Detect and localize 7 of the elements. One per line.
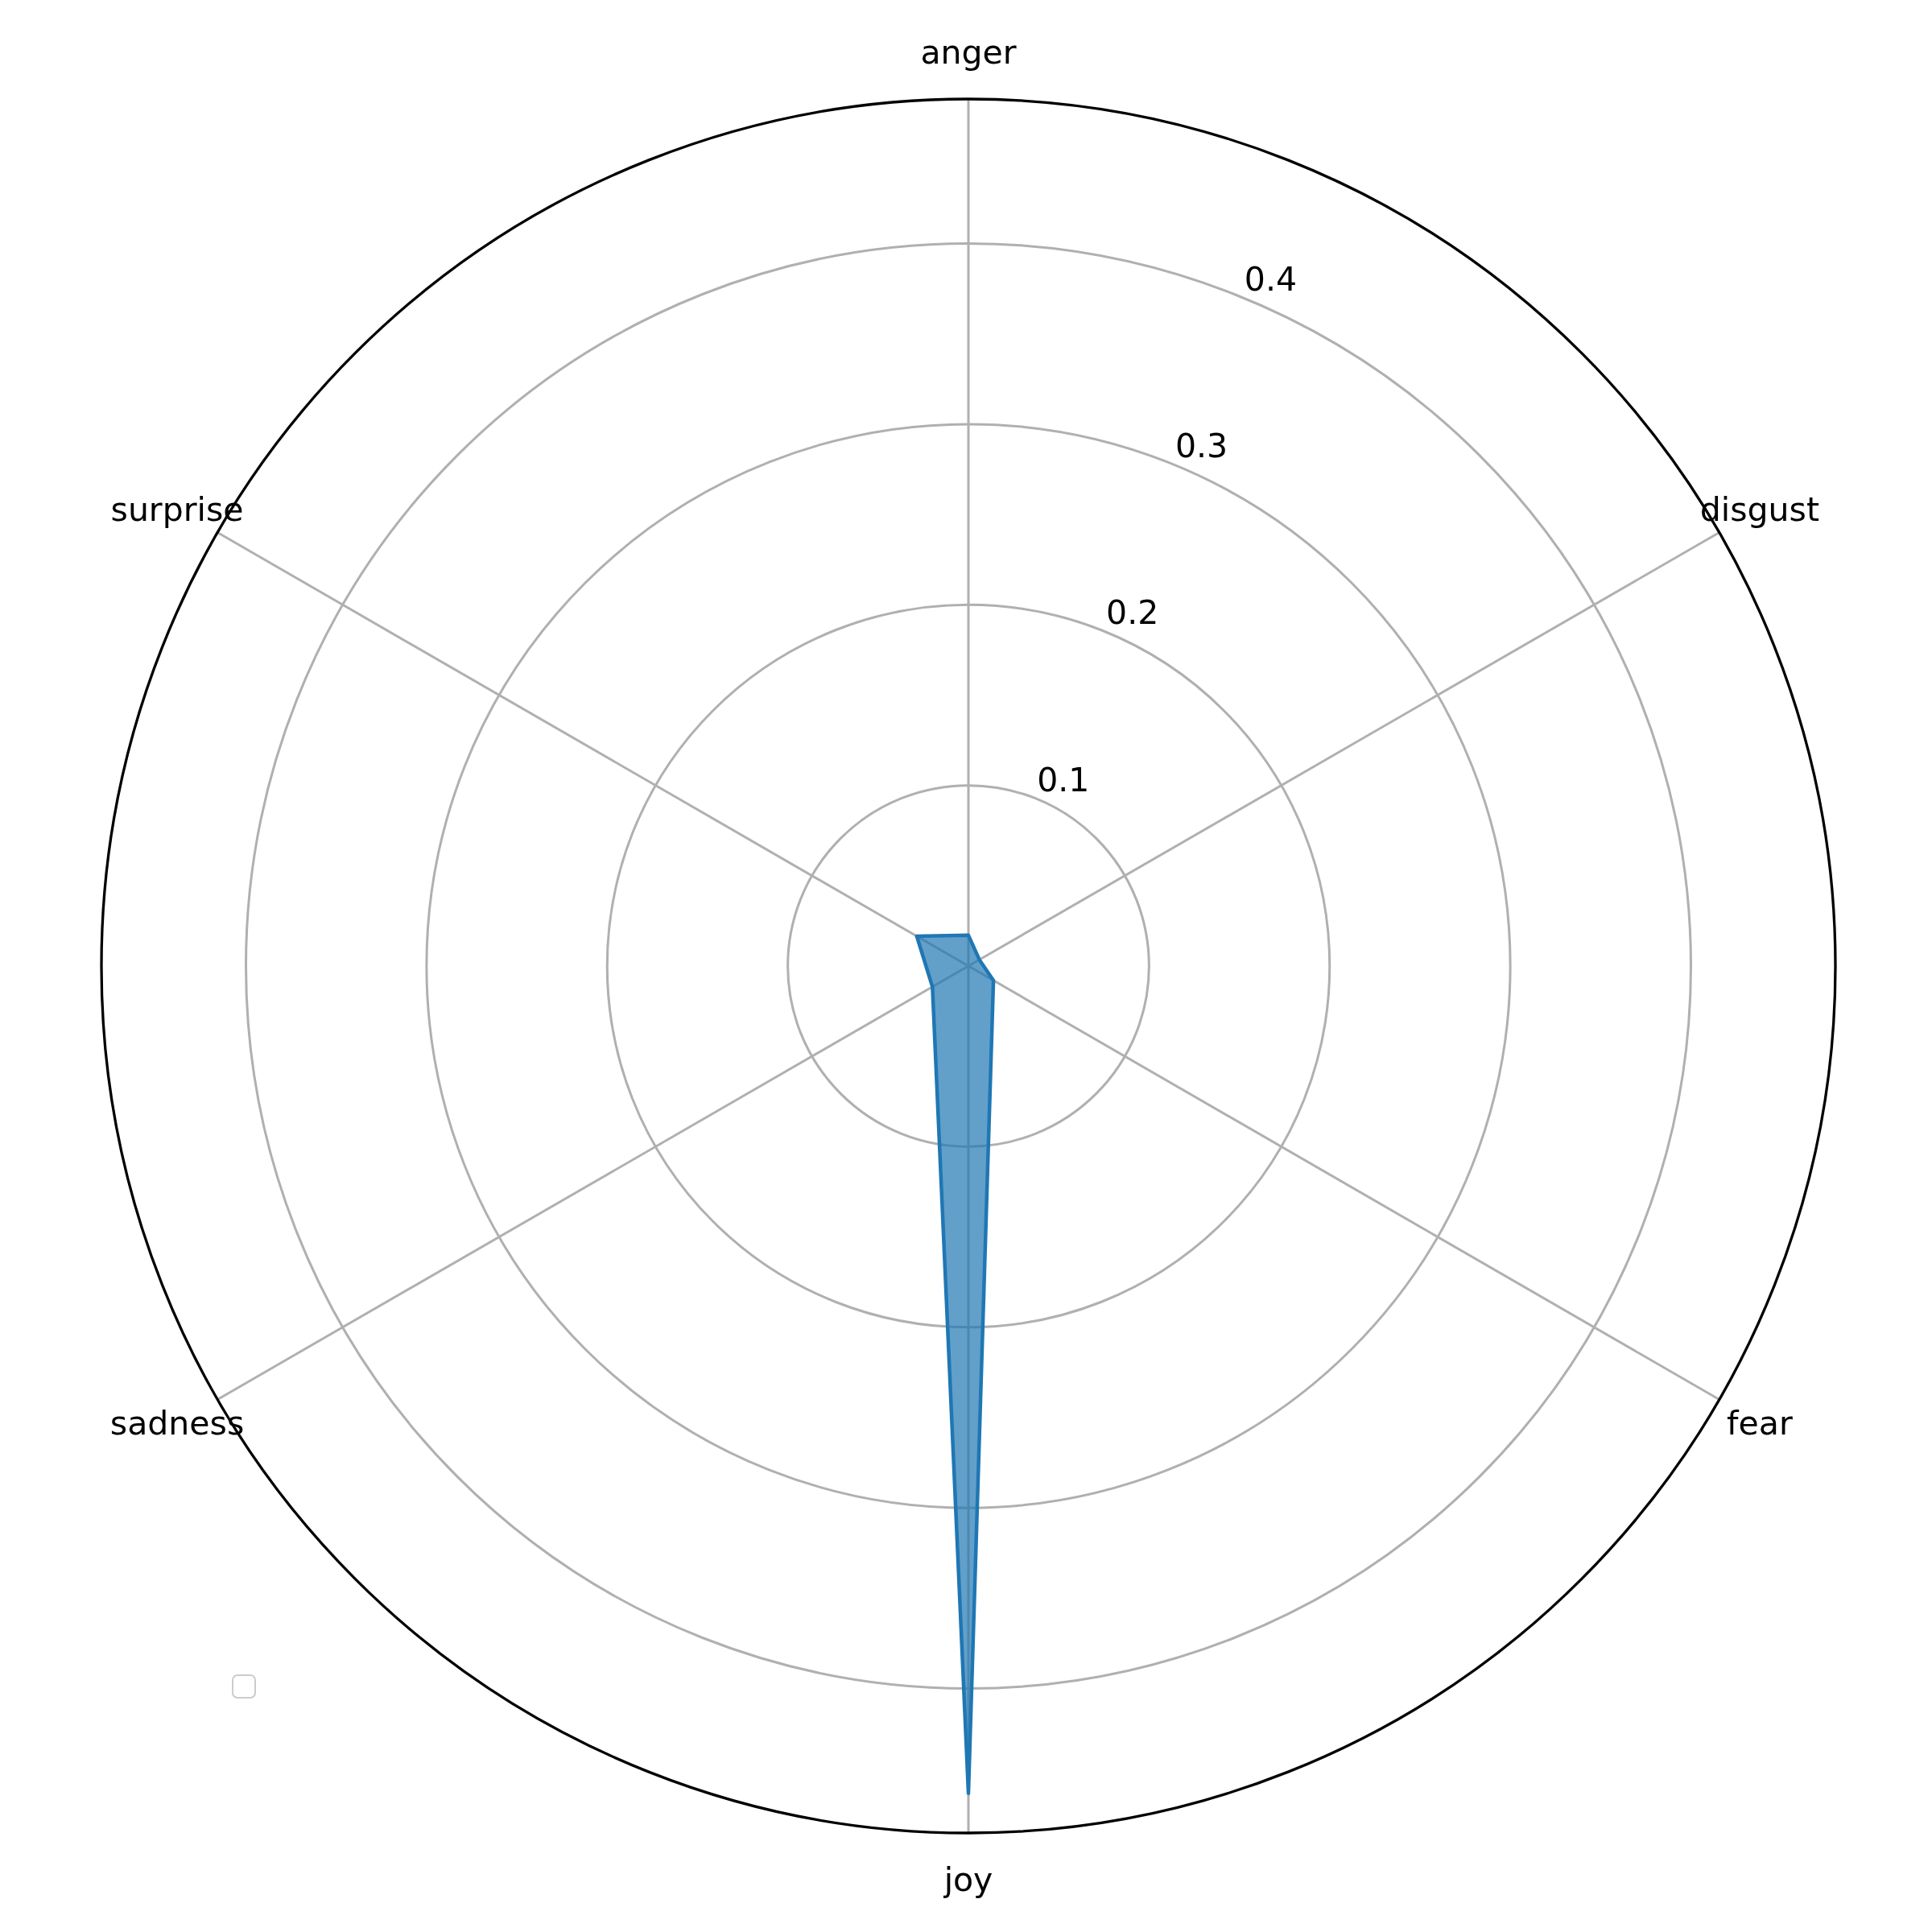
y-tick-label: 0.2 bbox=[1106, 593, 1159, 633]
spoke-label: joy bbox=[943, 1860, 993, 1899]
spoke-label: fear bbox=[1727, 1403, 1793, 1443]
spoke-label: anger bbox=[920, 33, 1017, 72]
y-tick-label: 0.3 bbox=[1174, 427, 1228, 466]
y-tick-label: 0.1 bbox=[1037, 760, 1090, 799]
y-tick-label: 0.4 bbox=[1244, 259, 1298, 299]
